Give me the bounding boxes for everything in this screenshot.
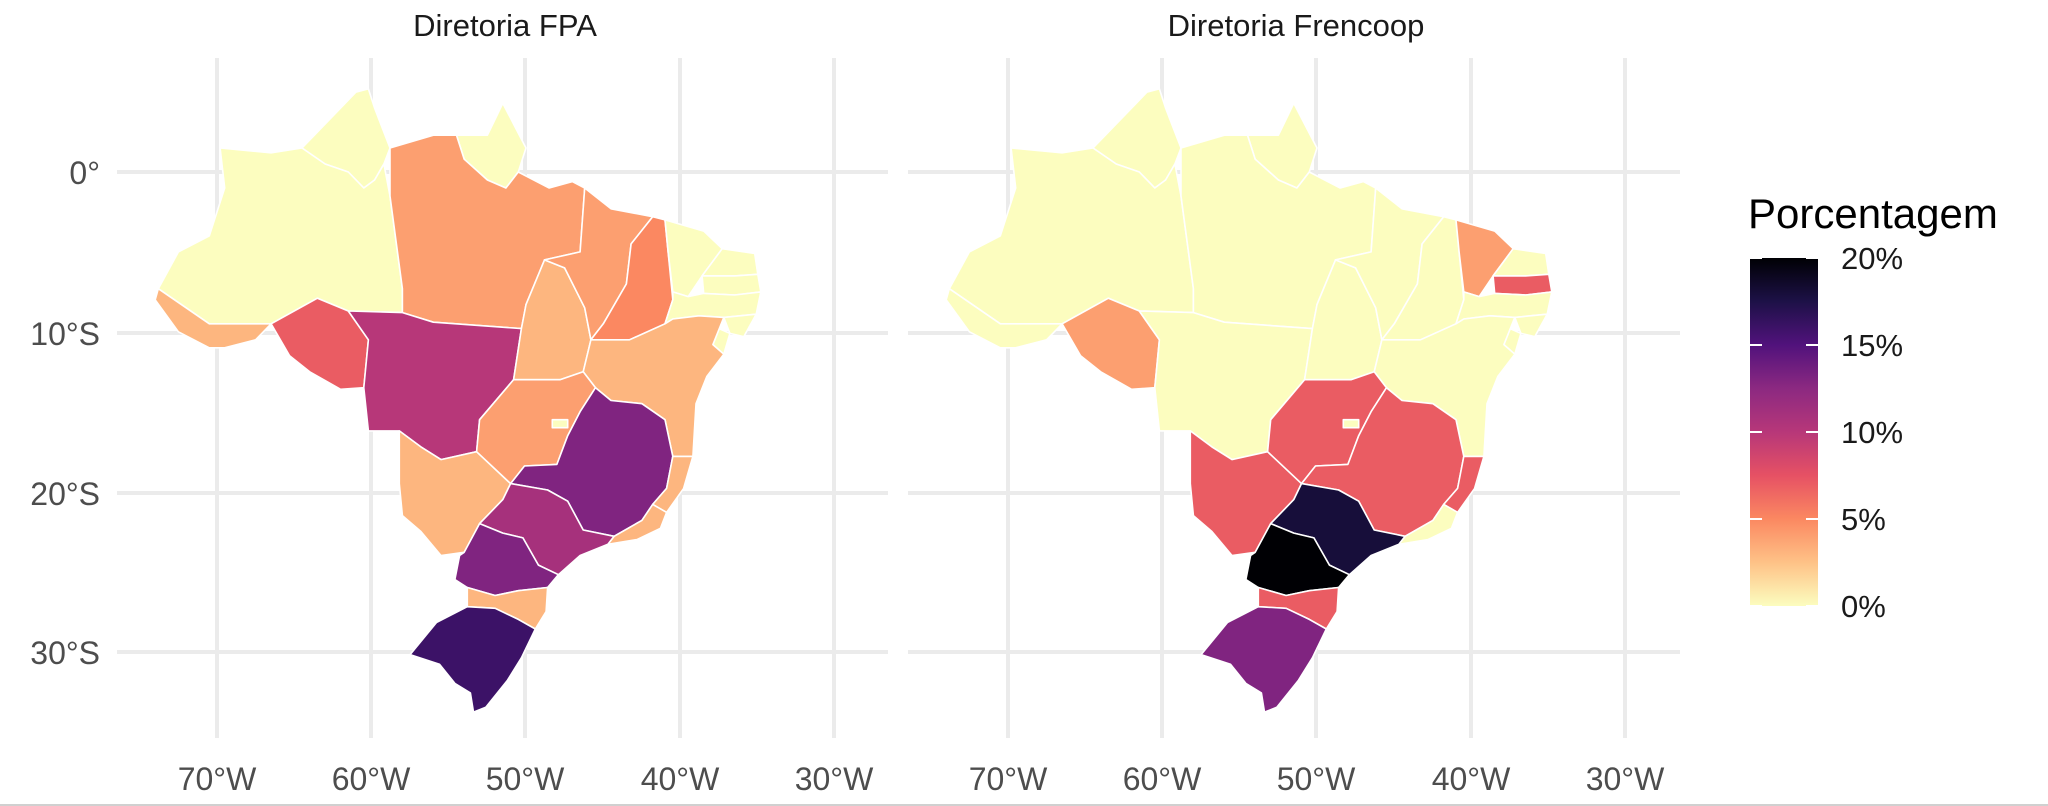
- y-tick-label: 0°: [69, 155, 100, 191]
- x-tick-label: 60°W: [1123, 761, 1202, 797]
- y-tick-label: 10°S: [30, 316, 100, 352]
- x-tick-label: 40°W: [1432, 761, 1511, 797]
- x-tick-label: 70°W: [178, 761, 257, 797]
- y-tick-label: 30°S: [30, 635, 100, 671]
- state-ce: [1455, 219, 1514, 298]
- legend: Porcentagem 20% 15% 10% 5% 0%: [1748, 190, 1998, 624]
- x-tick-label: 50°W: [1277, 761, 1356, 797]
- panel-title: Diretoria FPA: [413, 8, 597, 43]
- state-al: [1514, 313, 1548, 338]
- x-tick-label: 40°W: [641, 761, 720, 797]
- legend-label: 20%: [1841, 241, 1903, 276]
- state-rj: [607, 503, 668, 546]
- x-tick-label: 30°W: [795, 761, 874, 797]
- x-tick-label: 70°W: [969, 761, 1048, 797]
- state-ac: [945, 287, 1063, 349]
- legend-label: 15%: [1841, 328, 1903, 363]
- x-tick-label: 30°W: [1586, 761, 1665, 797]
- legend-title: Porcentagem: [1748, 190, 1998, 237]
- state-al: [722, 313, 758, 338]
- legend-label: 10%: [1841, 415, 1903, 450]
- x-tick-label: 50°W: [486, 761, 565, 797]
- states-layer: [945, 88, 1553, 713]
- y-tick-label: 20°S: [30, 476, 100, 512]
- state-pb: [701, 273, 762, 296]
- x-tick-label: 60°W: [332, 761, 411, 797]
- panel-title: Diretoria Frencoop: [1168, 8, 1425, 43]
- legend-label: 0%: [1841, 589, 1886, 624]
- state-rs: [1200, 605, 1328, 713]
- state-ac: [154, 287, 272, 349]
- state-rs: [409, 605, 537, 713]
- legend-ticks: [1750, 257, 1818, 607]
- state-rj: [1398, 503, 1459, 546]
- state-ce: [664, 219, 724, 298]
- map-panel-fpa: Diretoria FPA 70°W 60°W 50°W 40°W 30°W 0…: [30, 8, 888, 797]
- bottom-rule: [0, 804, 2048, 806]
- state-df: [551, 418, 569, 429]
- states-layer: [154, 88, 762, 713]
- state-pb: [1492, 273, 1553, 296]
- map-panel-frencoop: Diretoria Frencoop 70°W 60°W 50°W 40°W 3…: [908, 8, 1680, 797]
- legend-label: 5%: [1841, 502, 1886, 537]
- state-df: [1342, 418, 1360, 429]
